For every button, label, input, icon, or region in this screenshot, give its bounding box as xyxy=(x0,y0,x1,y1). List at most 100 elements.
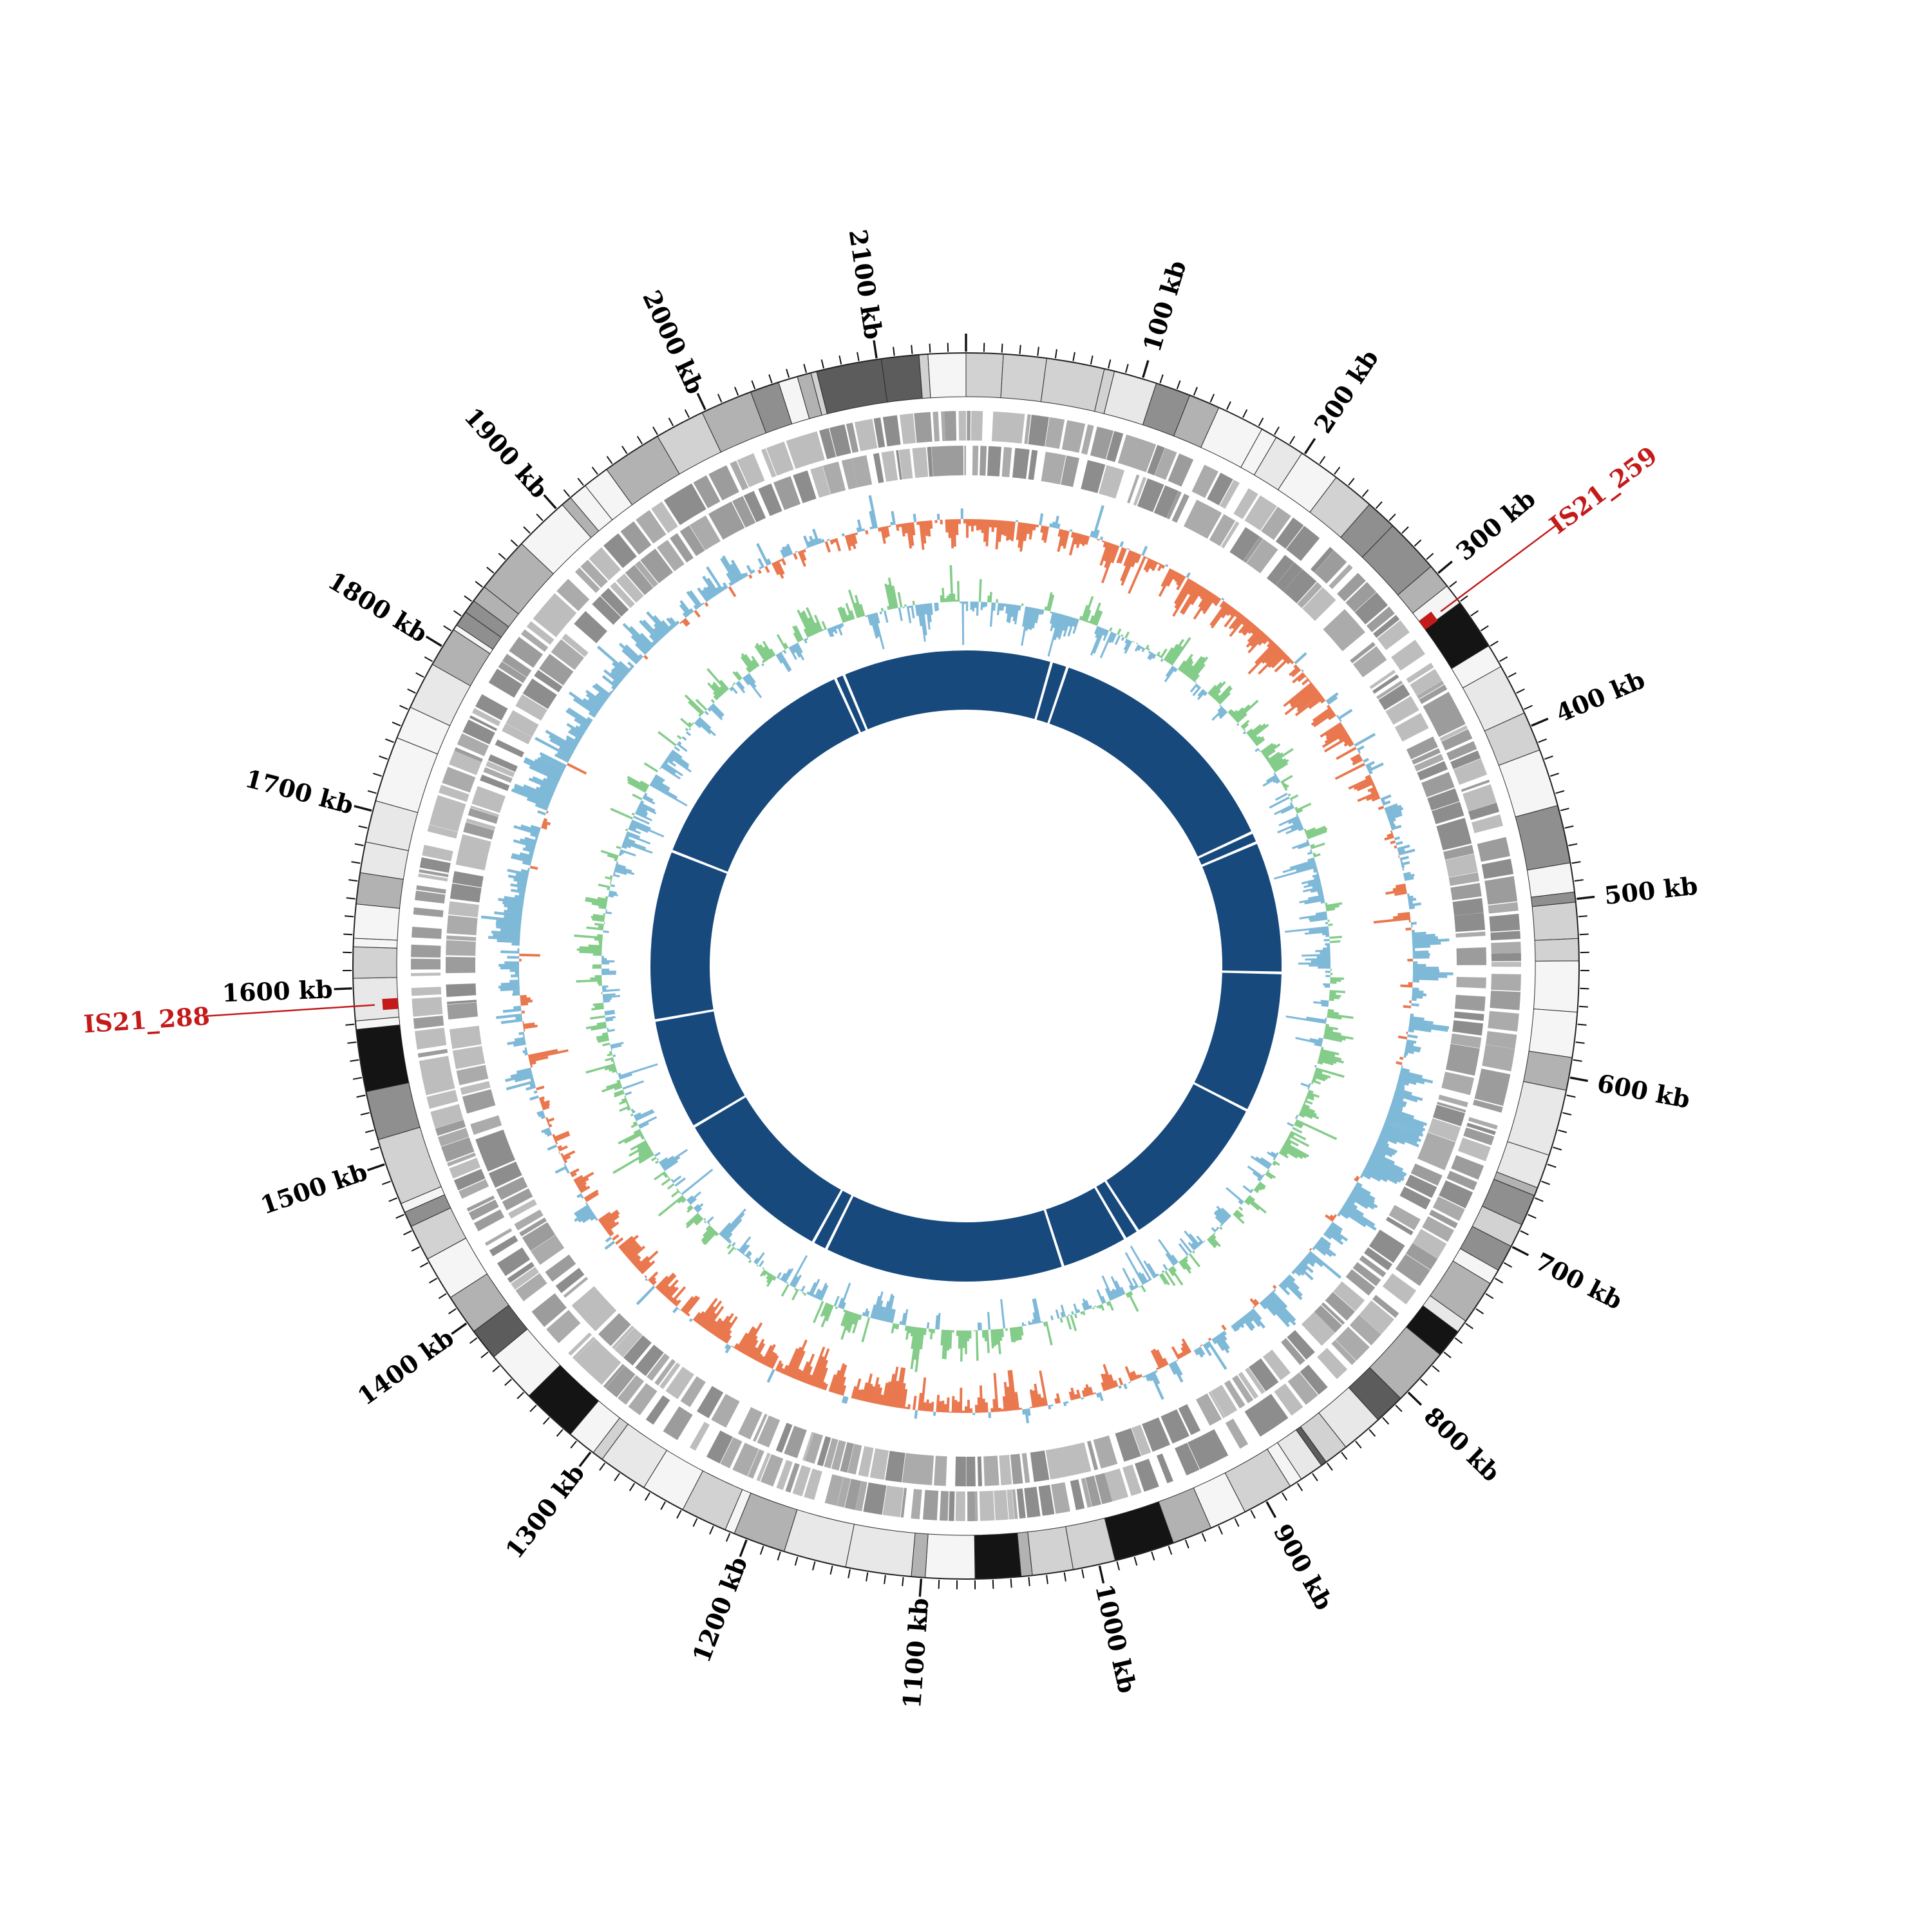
cds-block xyxy=(761,448,777,478)
minor-tick xyxy=(1319,456,1326,464)
cds-block xyxy=(1376,680,1403,699)
cds-block xyxy=(1001,447,1012,477)
major-tick xyxy=(354,804,372,812)
major-tick xyxy=(1142,360,1150,378)
cds-block xyxy=(1429,1209,1458,1229)
cds-block xyxy=(1457,1137,1491,1162)
tick-label: 1100 kb xyxy=(897,1597,934,1710)
minor-tick xyxy=(692,1518,698,1527)
reference-ring xyxy=(650,650,1283,1282)
cds-block xyxy=(1372,674,1399,694)
cds-block xyxy=(824,1438,838,1469)
cds-block xyxy=(1245,1367,1265,1394)
cds-block xyxy=(1012,448,1030,479)
minor-tick xyxy=(1334,466,1341,475)
cds-block xyxy=(855,1481,867,1511)
minor-tick xyxy=(676,1510,682,1519)
minor-tick xyxy=(523,526,531,534)
cds-block xyxy=(546,1310,581,1343)
tick-label: 800 kb xyxy=(1418,1401,1506,1487)
cds-block xyxy=(640,548,673,583)
cds-block xyxy=(1178,1404,1201,1435)
minor-tick xyxy=(829,1565,833,1575)
minor-tick xyxy=(911,345,913,354)
minor-tick xyxy=(684,409,690,418)
cds-block xyxy=(1490,990,1521,1010)
feature-label: IS21_288 xyxy=(82,1001,211,1039)
tick-label: 1400 kb xyxy=(352,1323,459,1411)
cds-block xyxy=(977,1456,982,1486)
cds-block xyxy=(958,411,966,441)
cds-block xyxy=(450,883,482,903)
cds-block xyxy=(1286,526,1320,562)
minor-tick xyxy=(1508,672,1517,678)
minor-tick xyxy=(1348,477,1355,486)
cds-block xyxy=(743,491,766,522)
cds-block xyxy=(747,1449,764,1479)
cds-block xyxy=(519,1217,547,1236)
minor-tick xyxy=(644,1492,650,1501)
cds-block xyxy=(1468,1117,1498,1130)
cds-block xyxy=(776,1459,793,1490)
cds-block xyxy=(457,733,489,757)
cds-block xyxy=(475,694,508,721)
cds-block xyxy=(944,411,957,441)
cds-block xyxy=(829,424,851,457)
cds-block xyxy=(1450,750,1481,770)
cds-block xyxy=(1441,1072,1474,1095)
contig-band-segment xyxy=(1507,1081,1567,1156)
cds-block xyxy=(651,501,678,533)
minor-tick xyxy=(929,343,931,353)
minor-tick xyxy=(1176,380,1181,390)
minor-tick xyxy=(1558,1129,1567,1133)
feature-label: IS21_259 xyxy=(1544,440,1662,540)
cds-block xyxy=(1385,1217,1414,1236)
cds-block xyxy=(841,458,858,490)
minor-tick xyxy=(403,1230,412,1236)
minor-tick xyxy=(820,359,824,369)
cds-block xyxy=(1147,444,1165,476)
minor-tick xyxy=(443,625,452,632)
cds-block xyxy=(502,654,532,677)
cds-block xyxy=(1366,606,1395,632)
minor-tick xyxy=(1001,343,1003,353)
cds-block xyxy=(1224,1380,1245,1409)
minor-tick xyxy=(1401,526,1409,534)
cds-block xyxy=(462,719,495,744)
major-tick xyxy=(1531,717,1549,727)
major-tick xyxy=(451,1322,468,1335)
contig-band-segment xyxy=(1515,805,1571,871)
cds-block xyxy=(589,547,621,581)
cds-block xyxy=(1142,1417,1170,1452)
cds-block xyxy=(1209,514,1236,547)
minor-tick xyxy=(504,1379,512,1386)
cds-block xyxy=(822,461,846,495)
cds-block xyxy=(804,1432,823,1464)
cds-block xyxy=(1439,725,1468,742)
minor-tick xyxy=(848,1569,851,1578)
cds-block xyxy=(1473,1099,1503,1113)
minor-tick xyxy=(1234,1518,1240,1527)
minor-tick xyxy=(1520,1230,1529,1236)
cds-block xyxy=(1300,1365,1328,1395)
cds-block xyxy=(1359,1300,1394,1334)
cds-block xyxy=(854,419,878,451)
minor-tick xyxy=(1538,738,1547,743)
cds-block xyxy=(446,983,477,998)
minor-tick xyxy=(1443,1351,1452,1359)
cds-block xyxy=(1045,417,1065,449)
cds-block xyxy=(533,593,577,638)
cds-block xyxy=(452,871,484,887)
minor-tick xyxy=(1516,688,1525,694)
minor-tick xyxy=(1465,1323,1473,1330)
cds-block xyxy=(980,446,987,476)
cds-block xyxy=(711,1394,740,1428)
reference-gap xyxy=(653,1009,716,1023)
cds-block xyxy=(1468,802,1500,820)
reference-gap xyxy=(1199,840,1259,868)
minor-tick xyxy=(1494,1278,1504,1283)
cds-block xyxy=(551,639,584,670)
cds-block xyxy=(489,1235,518,1256)
cds-block xyxy=(534,670,563,693)
cds-block xyxy=(941,411,945,441)
